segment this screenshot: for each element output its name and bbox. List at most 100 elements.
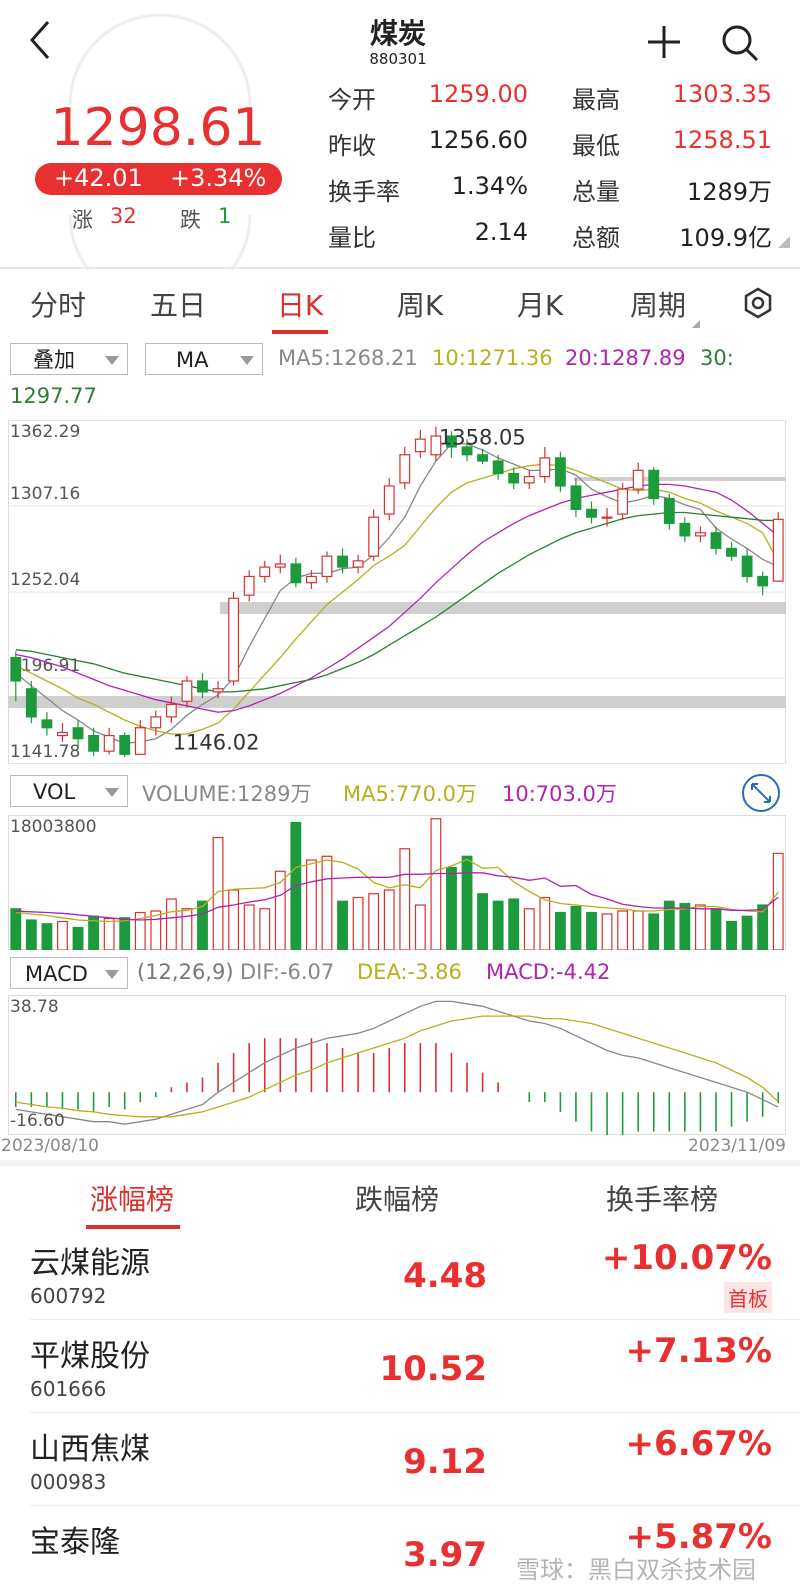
candle-body: [212, 688, 224, 693]
macd-selector[interactable]: MACD: [10, 957, 128, 989]
stock-code: 601666: [30, 1377, 107, 1401]
volume-bar: [119, 917, 131, 950]
stat-value: 1258.51: [672, 126, 772, 154]
stat-value: 2.14: [474, 218, 528, 246]
search-button[interactable]: [722, 25, 759, 62]
stock-price: 4.48: [403, 1256, 487, 1296]
volume-bar: [399, 848, 411, 950]
frame: [8, 815, 786, 950]
tab[interactable]: 分时: [29, 289, 86, 322]
volume-ma-line: [15, 858, 779, 923]
ma-selector[interactable]: MA: [145, 343, 263, 375]
volume-bar: [523, 908, 535, 950]
candle-body: [586, 508, 597, 518]
gap: [0, 1160, 800, 1166]
candle-body: [554, 457, 566, 487]
support-band: [220, 602, 786, 614]
overlay-selector[interactable]: 叠加: [10, 343, 128, 375]
settings-button[interactable]: [742, 287, 774, 319]
candle-body: [274, 563, 286, 568]
back-button[interactable]: [29, 21, 50, 59]
stock-code: 000983: [30, 1470, 107, 1494]
volume-bar: [25, 919, 37, 950]
candle-body: [103, 734, 115, 752]
y-tick-label: 1362.29: [10, 422, 80, 442]
candle-body: [430, 435, 442, 456]
tab[interactable]: 日K: [276, 289, 324, 322]
volume-bar: [726, 920, 737, 950]
volume-bar: [197, 900, 208, 950]
stock-change: +10.07%: [601, 1238, 772, 1278]
stock-name[interactable]: 宝泰隆: [30, 1525, 120, 1560]
volume-bar: [601, 913, 613, 950]
down-count: 1: [218, 204, 232, 228]
volume-bar: [41, 923, 53, 950]
candle-body: [383, 485, 395, 515]
candle-body: [259, 566, 271, 578]
stock-name[interactable]: 山西焦煤: [30, 1432, 150, 1467]
tab[interactable]: 五日: [149, 289, 206, 322]
stat-label: 昨收: [328, 132, 376, 160]
stock-price: 10.52: [379, 1349, 487, 1389]
ma-line: [15, 511, 779, 693]
price: 1298.61: [50, 98, 266, 158]
candle-body: [181, 680, 193, 702]
candle-body: [10, 656, 22, 682]
tab[interactable]: 周K: [396, 289, 444, 322]
legend-item: MA5:770.0万: [343, 782, 478, 806]
volume-bar: [352, 896, 364, 950]
candle-body: [663, 497, 675, 525]
candle-body: [523, 476, 535, 484]
volume-bar: [305, 859, 317, 950]
expand-button[interactable]: [741, 773, 781, 813]
candle-body: [632, 469, 644, 490]
ranking-tab[interactable]: 涨幅榜: [89, 1183, 174, 1216]
candle-body: [446, 435, 457, 448]
volume-bar: [446, 866, 457, 950]
y-tick-label: 1307.16: [10, 484, 80, 504]
y-tick-label: 1141.78: [10, 742, 80, 762]
volume-bar: [321, 855, 333, 950]
stat-value: 1.34%: [451, 172, 528, 200]
candle-body: [337, 555, 348, 568]
stock-name[interactable]: 平煤股份: [30, 1339, 150, 1374]
tab[interactable]: 周期: [629, 289, 686, 322]
macd-params: (12,26,9): [137, 960, 234, 984]
y-tick-label: 18003800: [10, 817, 97, 837]
volume-bar: [554, 911, 566, 950]
legend-item: VOLUME:1289万: [142, 782, 312, 806]
stat-value: 1256.60: [428, 126, 528, 154]
support-band: [8, 696, 786, 708]
down-label: 跌: [180, 208, 201, 232]
arc: [68, 13, 252, 106]
header-icons: [0, 13, 800, 270]
ranking-tab[interactable]: 跌幅榜: [354, 1183, 439, 1216]
candle-body: [352, 560, 364, 568]
candle-body: [741, 555, 753, 578]
y-tick-label: -16.60: [10, 1111, 65, 1131]
title: 煤炭: [369, 17, 426, 50]
volume-bar: [57, 920, 68, 950]
candle-body: [321, 555, 333, 578]
candle-body: [477, 454, 489, 462]
volume-bar: [383, 889, 395, 950]
volume-bar: [694, 904, 706, 950]
tab-underline: [272, 330, 328, 334]
stock-name[interactable]: 云煤能源: [30, 1246, 150, 1281]
candle-body: [165, 703, 177, 718]
volume-bar: [259, 908, 271, 950]
candle-body: [72, 727, 84, 740]
start-date: 2023/08/10: [1, 1136, 99, 1156]
code: 880301: [369, 50, 427, 68]
vol-selector[interactable]: VOL: [10, 775, 128, 807]
ranking-tab[interactable]: 换手率榜: [605, 1183, 718, 1216]
stat-value: 1303.35: [672, 80, 772, 108]
tab[interactable]: 月K: [516, 289, 564, 322]
legend-item: MA5:1268.21: [278, 346, 418, 370]
volume-bar: [648, 913, 660, 950]
add-button[interactable]: [648, 26, 680, 58]
stat-label: 量比: [328, 224, 376, 252]
candle-body: [414, 438, 426, 453]
volume-bar: [212, 836, 224, 950]
candle-body: [25, 688, 37, 718]
